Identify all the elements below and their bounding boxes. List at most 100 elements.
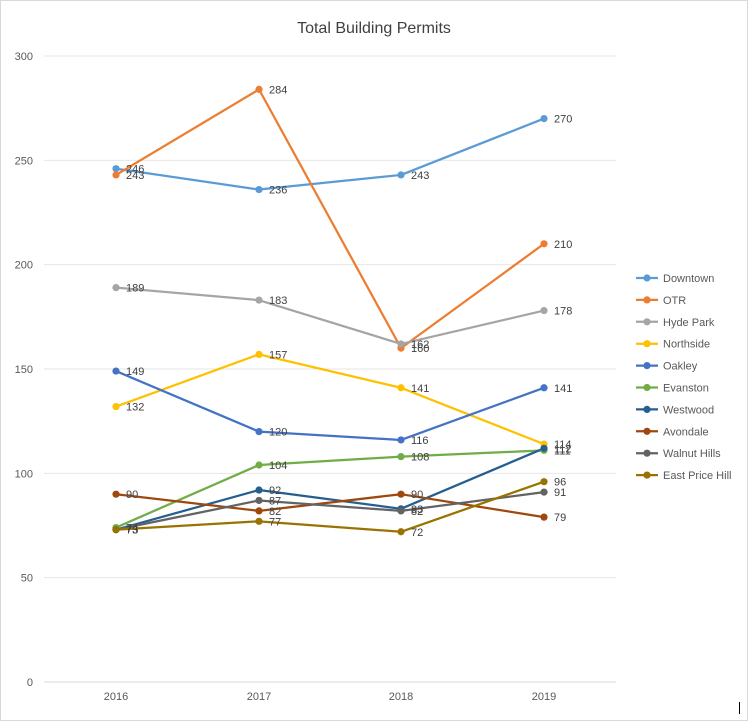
legend-label: East Price Hill [663, 470, 731, 482]
data-point [255, 486, 263, 494]
legend-label: Avondale [663, 426, 709, 438]
data-label: 284 [269, 84, 287, 96]
data-point [255, 350, 263, 358]
data-label: 246 [126, 164, 144, 176]
series-points [112, 85, 548, 536]
data-label: 178 [554, 306, 572, 318]
data-label: 114 [554, 439, 572, 451]
legend-swatch-marker [643, 296, 651, 304]
data-point [112, 402, 120, 411]
data-label: 120 [269, 427, 287, 439]
data-label: 162 [411, 339, 429, 351]
data-label: 96 [554, 477, 566, 489]
data-label: 79 [554, 512, 566, 524]
series-lines [115, 88, 545, 533]
data-label: 108 [411, 452, 429, 464]
data-label: 141 [411, 383, 429, 395]
legend-item: Avondale [636, 426, 709, 438]
legend-label: Northside [663, 339, 710, 351]
data-point [255, 185, 263, 194]
data-label: 270 [554, 114, 572, 126]
series-line [115, 88, 545, 350]
data-label: 83 [411, 504, 423, 516]
series-line [115, 490, 545, 531]
data-point [540, 478, 548, 486]
data-point [255, 428, 263, 436]
data-point [112, 490, 120, 498]
data-label: 77 [269, 516, 281, 528]
legend-swatch-marker [643, 427, 651, 435]
legend-label: OTR [663, 295, 686, 307]
data-point [540, 240, 548, 248]
legend-swatch-marker [643, 405, 651, 413]
legend-swatch-marker [643, 340, 651, 348]
x-tick-label: 2018 [389, 691, 413, 703]
data-label: 72 [411, 527, 423, 539]
legend-item: Oakley [636, 361, 698, 373]
legend-swatch-marker [643, 318, 651, 326]
legend-item: Walnut Hills [636, 448, 721, 460]
data-label: 73 [126, 525, 138, 537]
y-tick-label: 300 [15, 51, 33, 63]
data-label: 91 [554, 487, 566, 499]
data-point [397, 528, 405, 536]
series-line [115, 447, 545, 531]
y-tick-label: 200 [15, 260, 33, 272]
data-label: 243 [126, 170, 144, 182]
data-point [255, 296, 263, 304]
data-label: 132 [126, 402, 144, 414]
data-point [397, 436, 405, 444]
data-point [540, 513, 548, 521]
legend-item: Downtown [636, 273, 714, 285]
data-point [540, 306, 548, 315]
data-point [112, 165, 120, 173]
data-point [112, 367, 120, 375]
x-axis-ticks: 2016 2017 2018 2019 [104, 691, 556, 703]
legend-item: OTR [636, 295, 686, 307]
series-line [115, 353, 545, 446]
data-point [540, 115, 548, 123]
legend-label: Hyde Park [663, 317, 715, 329]
data-label: 157 [269, 349, 287, 361]
data-label: 104 [269, 460, 287, 472]
legend-swatch-marker [643, 274, 651, 282]
legend-item: Hyde Park [636, 317, 715, 329]
legend-label: Oakley [663, 361, 698, 373]
data-label: 243 [411, 170, 429, 182]
legend-item: Evanston [636, 383, 709, 395]
data-point [255, 507, 263, 515]
data-label: 73 [126, 525, 138, 537]
legend-item: Northside [636, 339, 710, 351]
data-label: 87 [269, 495, 281, 507]
series-line [115, 449, 545, 529]
chart-title: Total Building Permits [297, 20, 451, 37]
legend-item: East Price Hill [636, 470, 731, 482]
series-line [115, 480, 545, 533]
data-label: 160 [411, 343, 429, 355]
data-point [540, 444, 548, 452]
data-label: 90 [126, 489, 138, 501]
data-point [397, 453, 405, 461]
legend-label: Westwood [663, 404, 714, 416]
data-label: 149 [126, 366, 144, 378]
data-point [112, 526, 120, 534]
text-cursor [739, 702, 740, 714]
legend-swatch-marker [643, 449, 651, 457]
data-label: 141 [554, 383, 572, 395]
data-point [112, 284, 120, 292]
data-label: 116 [411, 435, 429, 447]
data-point [540, 384, 548, 392]
data-label: 92 [269, 485, 281, 497]
data-point [397, 171, 405, 179]
y-tick-label: 0 [27, 677, 33, 689]
data-point [112, 171, 120, 179]
data-label: 112 [554, 443, 572, 455]
legend-swatch-marker [643, 362, 651, 370]
data-point [255, 496, 263, 505]
data-labels: 246 236 243 270 243 284 160 210 189 183 162 178 132 1… [126, 84, 572, 538]
legend-swatch-marker [643, 471, 651, 479]
data-point [397, 507, 405, 515]
data-label: 236 [269, 185, 287, 197]
